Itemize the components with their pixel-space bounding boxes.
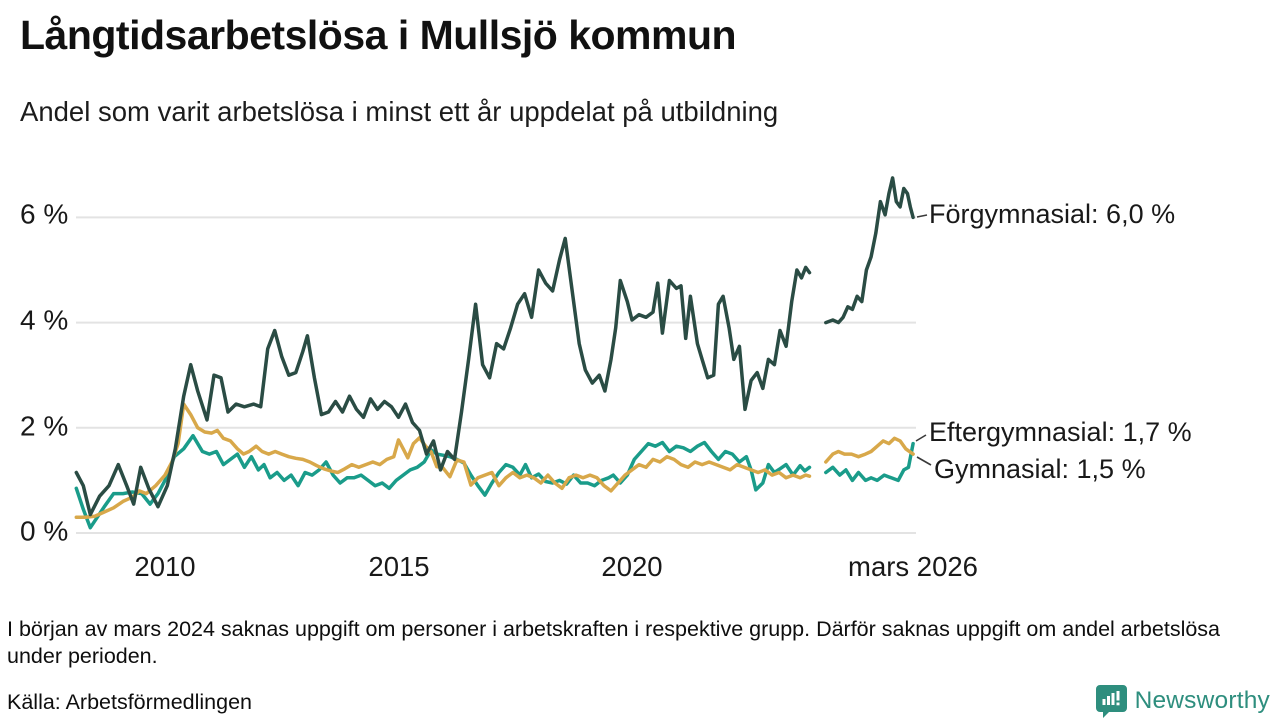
y-axis-tick-label-0: 0 %	[20, 515, 69, 547]
bar-chart-speech-bubble-icon	[1095, 685, 1127, 718]
series-line-förgymnasial	[74, 236, 812, 517]
series-line-eftergymnasial	[74, 433, 812, 530]
newsworthy-logo: Newsworthy	[1095, 684, 1270, 718]
chart-subtitle: Andel som varit arbetslösa i minst ett å…	[20, 96, 779, 127]
series-end-label-forgymnasial: Förgymnasial: 6,0 %	[929, 198, 1176, 229]
series-end-label-eftergymnasial: Eftergymnasial: 1,7 %	[929, 416, 1192, 447]
series-lines	[74, 176, 915, 530]
series-line-eftergymnasial	[824, 441, 915, 483]
y-axis-tick-label-4: 4 %	[20, 304, 69, 336]
x-axis-tick-label-2020: 2020	[601, 551, 663, 582]
chart-title: Långtidsarbetslösa i Mullsjö kommun	[20, 12, 737, 58]
newsworthy-logo-text: Newsworthy	[1134, 687, 1270, 714]
x-axis-tick-label-mars-2026: mars 2026	[848, 551, 978, 582]
series-line-gymnasial	[824, 436, 915, 464]
label-connector	[916, 456, 932, 466]
footnote-text: I början av mars 2024 saknas uppgift om …	[7, 617, 1221, 669]
label-connector	[916, 214, 928, 218]
x-axis-tick-label-2010: 2010	[134, 551, 196, 582]
series-line-gymnasial	[74, 402, 812, 519]
x-axis-tick-label-2015: 2015	[368, 551, 430, 582]
source-note: Källa: Arbetsförmedlingen	[7, 690, 253, 714]
label-connector	[915, 434, 927, 442]
series-line-förgymnasial	[824, 176, 915, 325]
gridlines	[76, 216, 916, 534]
y-axis-tick-label-6: 6 %	[20, 198, 69, 230]
series-end-label-gymnasial: Gymnasial: 1,5 %	[934, 453, 1146, 484]
y-axis-tick-label-2: 2 %	[20, 410, 69, 442]
